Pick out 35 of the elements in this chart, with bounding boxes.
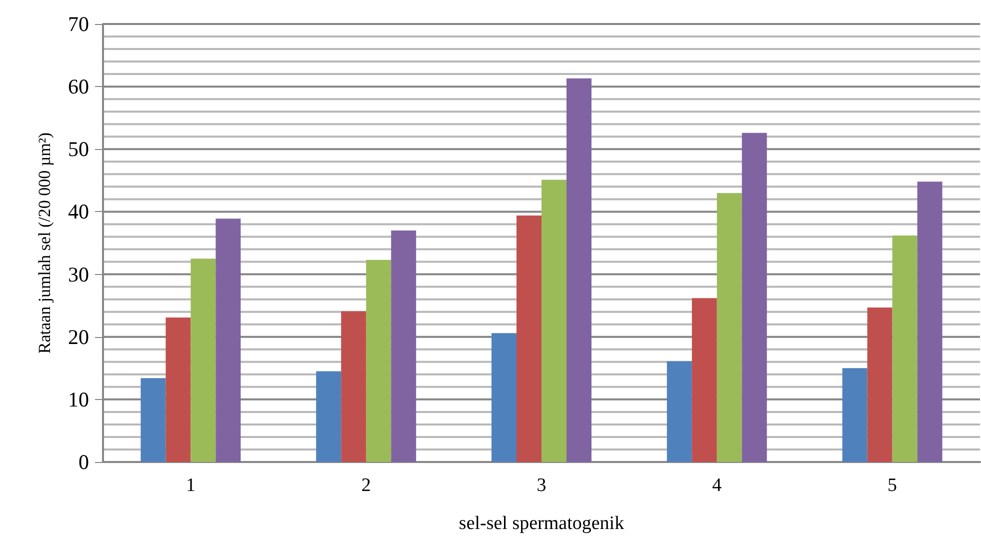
bar	[892, 235, 918, 462]
bar	[216, 218, 241, 462]
bar	[366, 260, 392, 462]
x-tick-label: 5	[888, 475, 898, 496]
y-tick-label: 70	[68, 12, 89, 36]
bar	[140, 378, 166, 462]
bar	[867, 307, 892, 462]
y-tick-label: 60	[68, 74, 89, 99]
x-tick-label: 4	[712, 475, 722, 496]
y-tick-label: 40	[68, 200, 89, 224]
y-axis-title: Rataan jumlah sel (/20 000 µm²)	[35, 132, 54, 354]
bar	[566, 78, 592, 462]
x-tick-label: 3	[536, 475, 546, 496]
bar	[692, 298, 717, 462]
bar	[716, 192, 742, 462]
bar	[341, 311, 366, 462]
y-tick-label: 0	[78, 450, 89, 474]
x-axis-title: sel-sel spermatogenik	[458, 513, 625, 534]
y-tick-label: 10	[68, 387, 89, 412]
y-tick-label: 30	[68, 262, 89, 286]
y-tick-label: 50	[68, 137, 89, 162]
bar	[316, 371, 342, 462]
bar	[542, 180, 566, 462]
bar	[516, 215, 542, 462]
x-tick-label: 1	[186, 475, 196, 496]
y-tick-label: 20	[68, 324, 89, 349]
bar	[166, 317, 191, 462]
x-tick-label: 2	[361, 475, 371, 496]
bar	[190, 258, 216, 462]
bar	[842, 368, 868, 462]
bar	[917, 182, 942, 462]
bar	[742, 132, 767, 462]
bar	[666, 361, 692, 462]
bar	[492, 333, 517, 462]
bar	[391, 230, 416, 462]
